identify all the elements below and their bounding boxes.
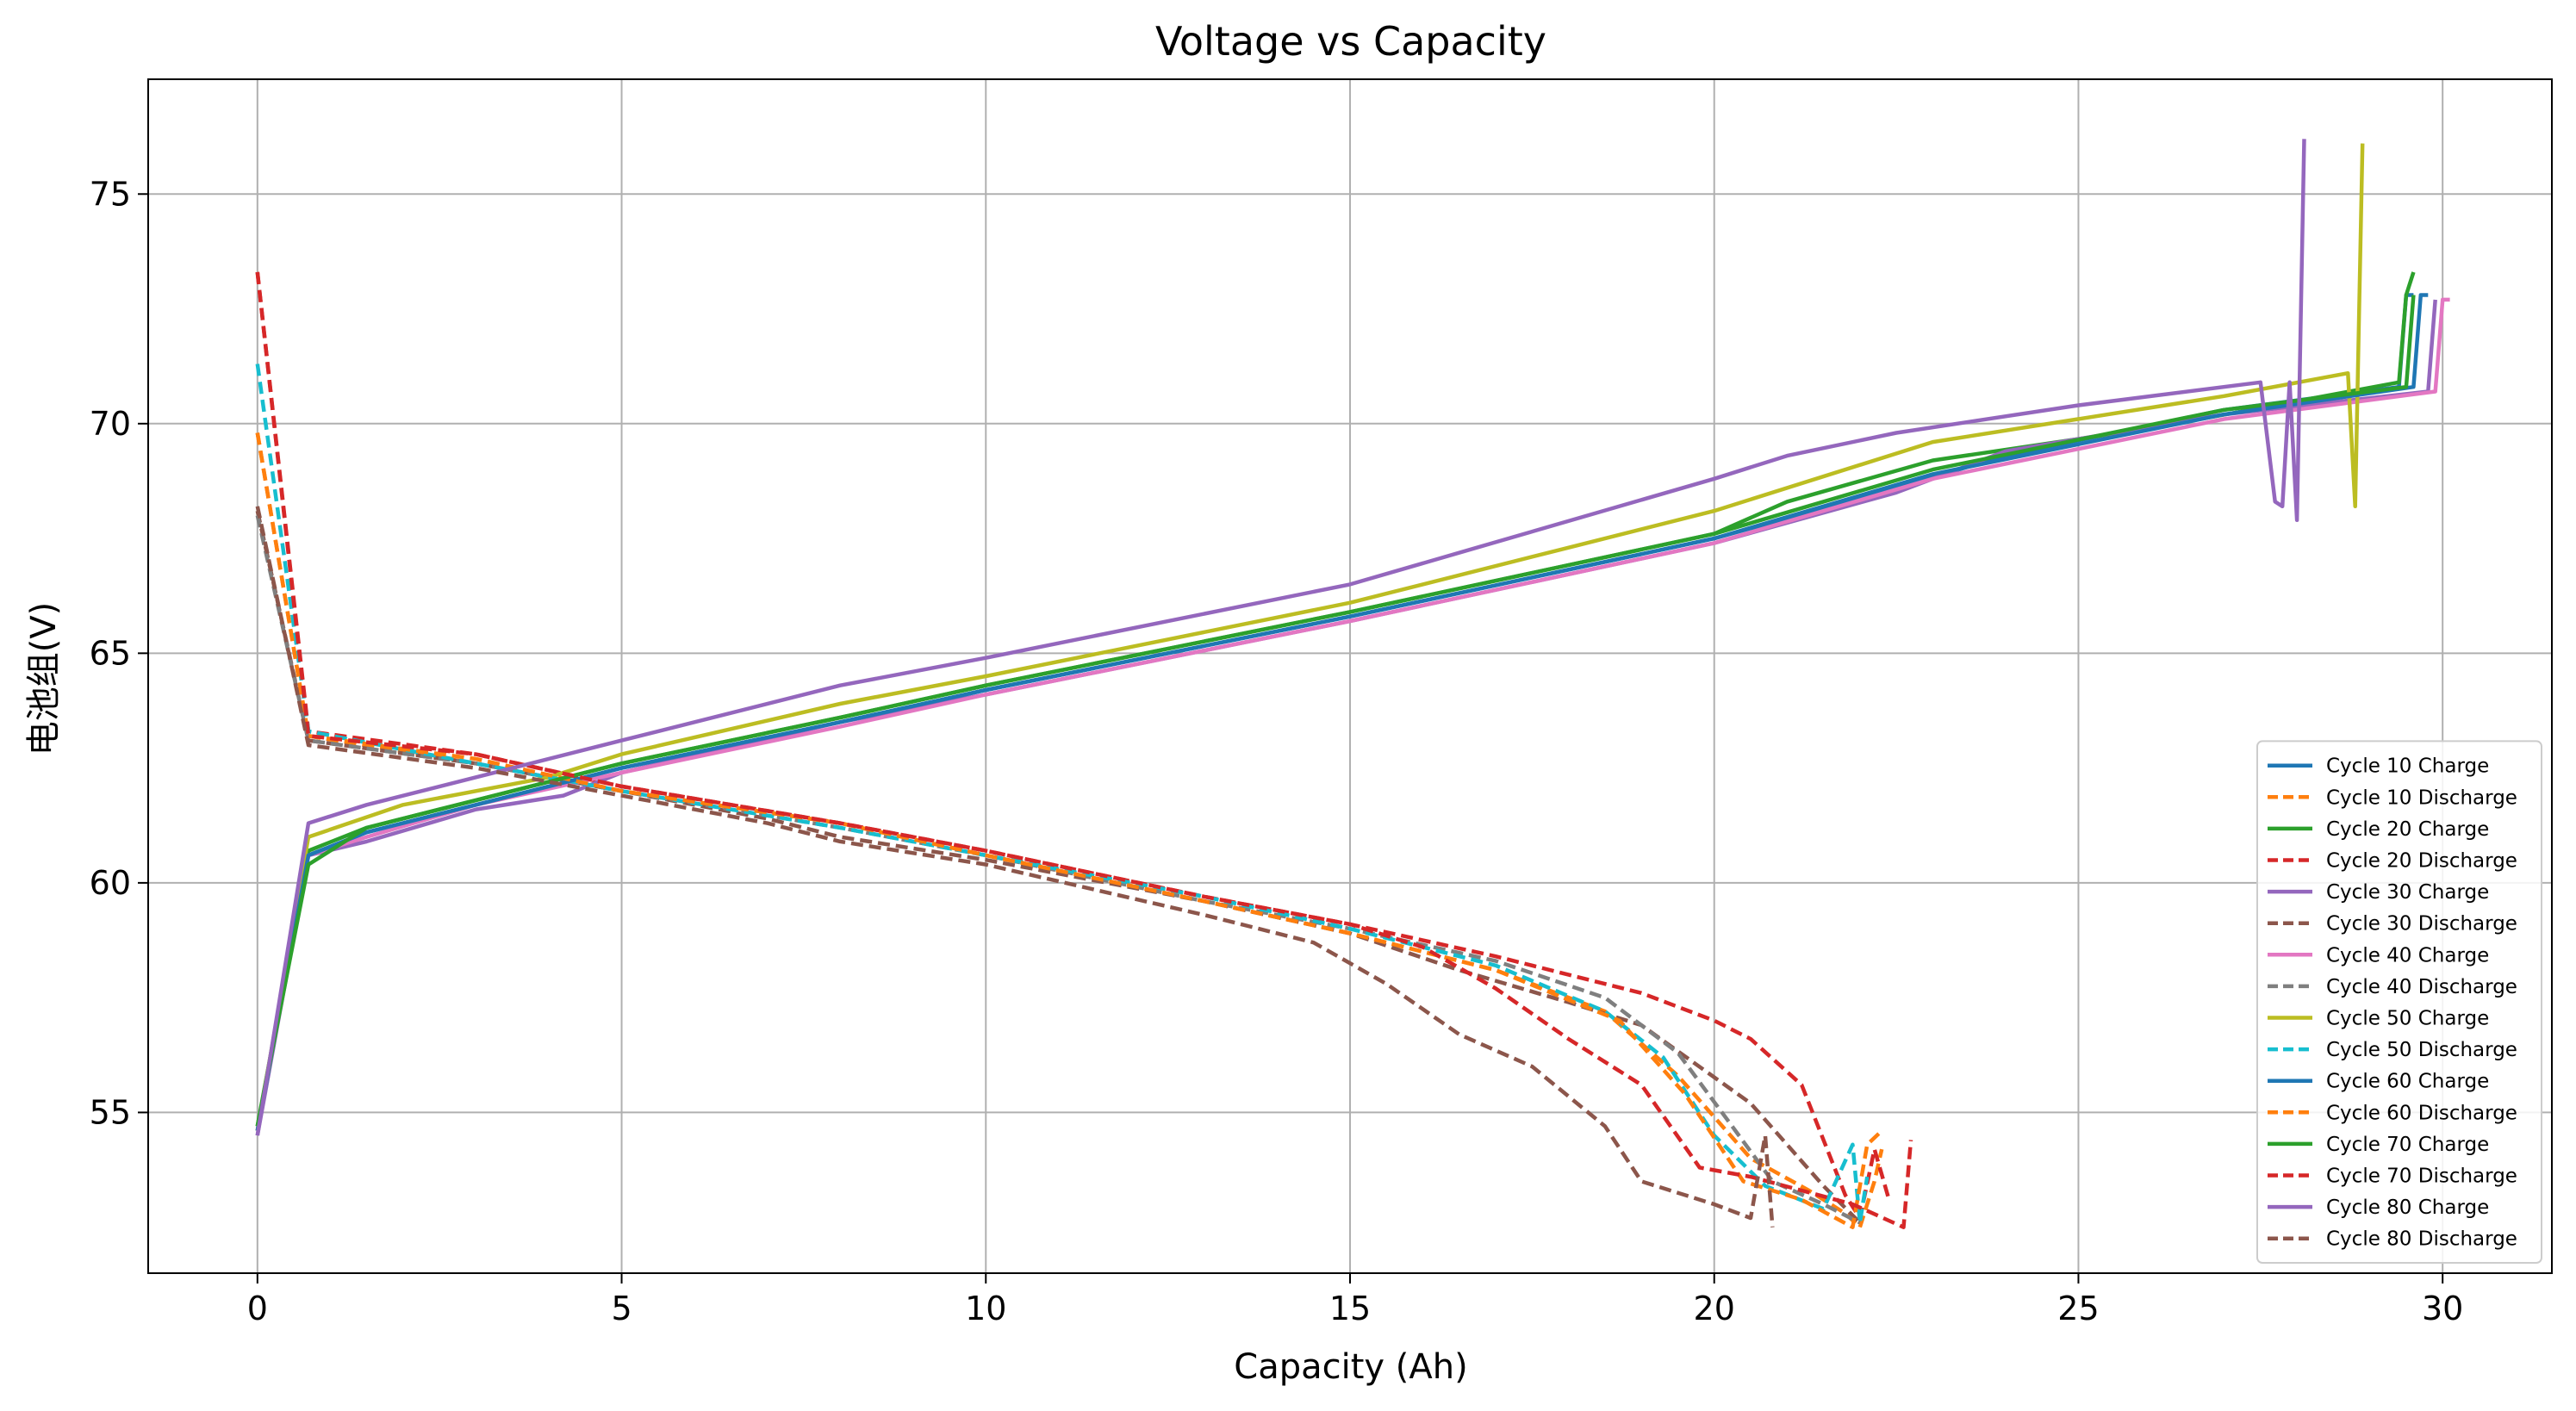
x-tick-label: 15	[1329, 1290, 1371, 1327]
legend-label: Cycle 40 Discharge	[2326, 976, 2517, 998]
legend-label: Cycle 60 Discharge	[2326, 1102, 2517, 1124]
x-tick-label: 0	[247, 1290, 268, 1327]
legend-label: Cycle 10 Charge	[2326, 755, 2489, 778]
y-tick-label: 65	[90, 634, 131, 672]
series-line-13	[255, 295, 2416, 1127]
legend-label: Cycle 50 Charge	[2326, 1008, 2489, 1030]
x-tick-label: 30	[2422, 1290, 2463, 1327]
chart-title: Voltage vs Capacity	[1155, 18, 1546, 65]
series-line-9	[255, 143, 2365, 1132]
y-tick-label: 55	[90, 1093, 131, 1131]
legend-label: Cycle 20 Charge	[2326, 818, 2489, 841]
y-tick-label: 60	[90, 864, 131, 902]
grid-lines	[148, 79, 2552, 1273]
x-tick-label: 10	[965, 1290, 1006, 1327]
axis-ticks: 0 5 10 15 20 25 30 55 60 65 70 75	[90, 175, 2464, 1327]
series-line-15	[255, 139, 2306, 1136]
legend-label: Cycle 30 Charge	[2326, 881, 2489, 904]
x-axis-label: Capacity (Ah)	[1234, 1347, 1467, 1387]
y-tick-label: 75	[90, 175, 131, 213]
x-tick-label: 25	[2057, 1290, 2099, 1327]
legend-label: Cycle 80 Discharge	[2326, 1228, 2517, 1251]
legend: Cycle 10 Charge Cycle 10 Discharge Cycle 2…	[2256, 740, 2542, 1264]
legend-label: Cycle 40 Charge	[2326, 944, 2489, 967]
x-tick-label: 5	[611, 1290, 632, 1327]
legend-label: Cycle 30 Discharge	[2326, 913, 2517, 935]
y-tick-label: 70	[90, 405, 131, 443]
legend-frame	[2256, 740, 2542, 1264]
legend-label: Cycle 70 Charge	[2326, 1134, 2489, 1156]
legend-label: Cycle 60 Charge	[2326, 1071, 2489, 1093]
x-tick-label: 20	[1694, 1290, 1735, 1327]
series-line-12	[255, 432, 1883, 1229]
legend-label: Cycle 50 Discharge	[2326, 1039, 2517, 1061]
legend-label: Cycle 10 Discharge	[2326, 786, 2517, 809]
legend-label: Cycle 80 Charge	[2326, 1197, 2489, 1219]
y-axis-label: 电池组(V)	[24, 602, 64, 756]
legend-label: Cycle 20 Discharge	[2326, 850, 2517, 873]
series-layer	[255, 139, 2450, 1229]
series-line-7	[255, 297, 2450, 1132]
legend-label: Cycle 70 Discharge	[2326, 1165, 2517, 1188]
series-line-16	[255, 506, 1775, 1228]
